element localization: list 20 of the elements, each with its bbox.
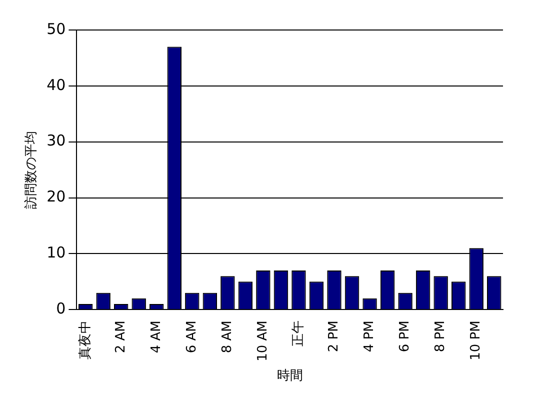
x-tick-label: 正午	[291, 320, 306, 347]
x-tick-label: 10 PM	[468, 320, 484, 360]
y-tick-label: 30	[46, 132, 66, 150]
x-tick-label: 2 AM	[113, 320, 128, 354]
y-axis-title: 訪問数の平均	[24, 130, 40, 209]
y-tick-label: 40	[46, 76, 66, 94]
x-tick-label: 4 AM	[148, 320, 164, 354]
y-tick-label: 10	[46, 244, 66, 262]
x-tick-label: 10 AM	[256, 320, 271, 362]
x-axis-title: 時間	[276, 368, 303, 384]
y-tick-label: 0	[56, 300, 66, 318]
y-tick-label: 50	[46, 20, 66, 38]
y-tick-label: 20	[46, 188, 66, 206]
x-tick-label: 6 PM	[398, 320, 413, 352]
x-tick-label: 真夜中	[76, 320, 93, 360]
x-tick-label: 2 PM	[326, 320, 342, 352]
x-tick-label: 4 PM	[362, 320, 378, 352]
x-tick-label: 6 AM	[184, 320, 200, 354]
x-tick-label: 8 AM	[220, 320, 236, 354]
x-tick-label: 8 PM	[433, 320, 448, 352]
